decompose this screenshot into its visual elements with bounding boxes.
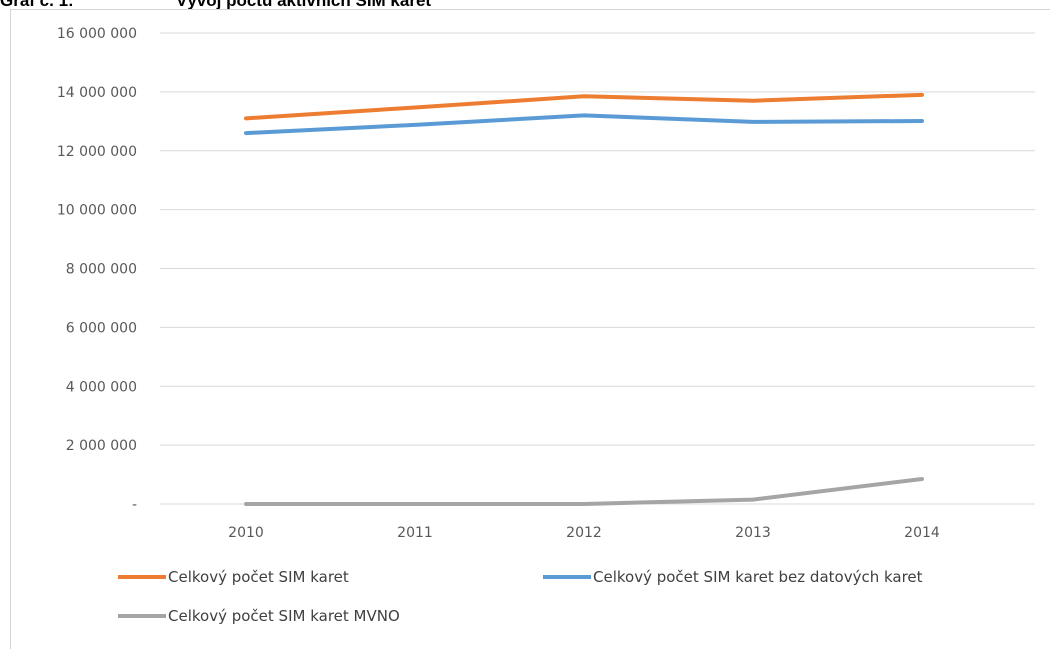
y-tick-label: 14 000 000 (57, 85, 137, 101)
x-tick-label: 2012 (566, 525, 602, 541)
legend-label-2: Celkový počet SIM karet bez datových kar… (593, 568, 923, 586)
x-tick-label: 2013 (735, 525, 771, 541)
legend-label-1: Celkový počet SIM karet (168, 568, 349, 586)
chart-number: Graf č. 1: (0, 0, 74, 10)
y-axis-ticks: - 2 000 000 4 000 000 6 000 000 8 000 000 10 … (57, 26, 137, 513)
y-tick-label: 10 000 000 (57, 203, 137, 219)
series-line-1 (244, 92, 924, 121)
y-tick-label: 4 000 000 (66, 379, 137, 395)
legend: Celkový počet SIM karet Celkový počet SIM… (118, 568, 923, 625)
legend-label-3: Celkový počet SIM karet MVNO (168, 607, 400, 625)
y-tick-label: 16 000 000 (57, 26, 137, 42)
gridlines (160, 32, 1035, 505)
series-line-3 (244, 476, 924, 506)
chart-title: Vývoj počtu aktivních SIM karet (176, 0, 432, 10)
chart-heading: Graf č. 1: Vývoj počtu aktivních SIM kare… (0, 0, 431, 11)
series-line-2 (244, 113, 924, 136)
y-tick-label: 12 000 000 (57, 144, 137, 160)
x-axis-ticks: 2010 2011 2012 2013 2014 (228, 525, 940, 541)
y-tick-label: 6 000 000 (66, 320, 137, 336)
x-tick-label: 2011 (397, 525, 433, 541)
y-tick-label: 8 000 000 (66, 262, 137, 278)
x-tick-label: 2014 (904, 525, 940, 541)
y-tick-label: - (132, 497, 137, 513)
x-tick-label: 2010 (228, 525, 264, 541)
series-lines (244, 92, 924, 506)
chart-frame (10, 9, 1050, 649)
y-tick-label: 2 000 000 (66, 438, 137, 454)
